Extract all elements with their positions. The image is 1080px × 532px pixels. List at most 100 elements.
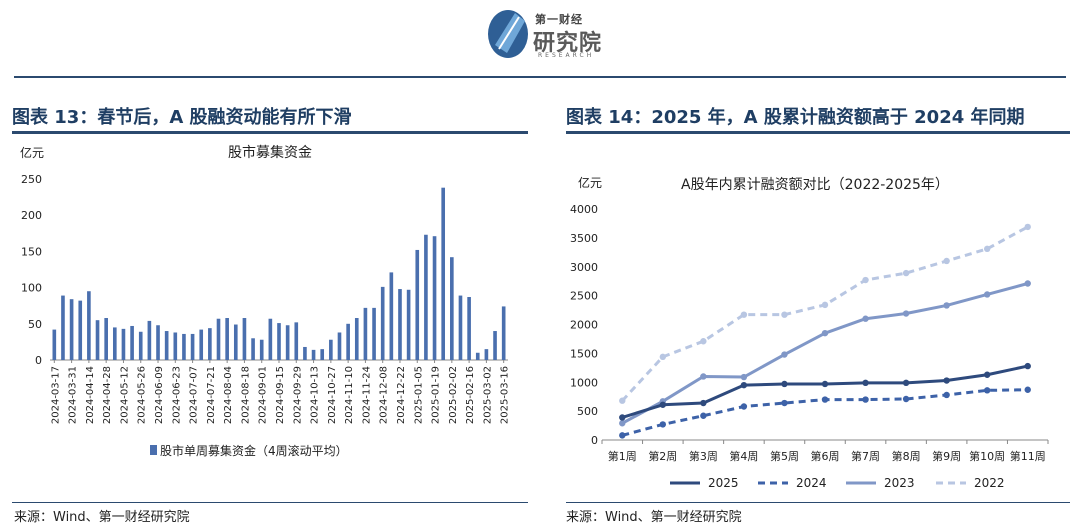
y-tick-label: 1000 (570, 376, 598, 389)
bar-2024-05-12 (121, 328, 126, 360)
right-source: 来源：Wind、第一财经研究院 (566, 510, 742, 525)
left-source-rule (12, 502, 528, 503)
point-2024-第6周 (821, 396, 829, 403)
point-2024-第4周 (740, 403, 748, 410)
bar-2024-05-26 (138, 331, 143, 360)
x-tick-label: 2024-04-14 (85, 366, 96, 424)
legend-label-2025: 2025 (708, 476, 739, 490)
bar-2025-03-16 (501, 306, 506, 360)
x-tick-label: 第9周 (932, 449, 961, 463)
y-tick-label: 0 (591, 434, 598, 447)
point-2023-第7周 (862, 315, 869, 322)
x-tick-label: 第5周 (770, 449, 799, 463)
point-2022-第5周 (781, 311, 788, 318)
y-tick-label: 50 (28, 318, 42, 331)
x-tick-label: 第6周 (811, 449, 840, 463)
y-tick-label: 250 (21, 173, 42, 186)
y-tick-label: 200 (21, 209, 42, 222)
x-tick-label: 2024-04-28 (102, 366, 113, 424)
x-tick-label: 2024-10-27 (327, 366, 338, 424)
x-tick-label: 第10周 (969, 449, 1005, 463)
y-tick-label: 100 (21, 282, 42, 295)
y-axis-unit: 亿元 (578, 175, 602, 190)
x-tick-label: 2025-03-16 (500, 366, 511, 424)
bar-2024-06-09 (156, 325, 160, 360)
bar-2024-08-25 (251, 338, 255, 360)
point-2024-第5周 (781, 399, 788, 407)
x-tick-label: 2024-09-01 (258, 366, 269, 424)
point-2025-第3周 (700, 399, 707, 407)
y-tick-label: 2000 (570, 319, 598, 332)
y-axis-unit: 亿元 (20, 145, 44, 160)
bar-2025-02-23 (475, 352, 480, 360)
bar-2024-12-29 (406, 289, 411, 360)
bar-2024-11-24 (363, 307, 368, 360)
x-tick-label: 2024-12-08 (379, 366, 390, 424)
x-tick-label: 第11周 (1010, 449, 1046, 463)
bar-2024-06-30 (182, 333, 186, 360)
x-tick-label: 2024-05-26 (137, 366, 148, 424)
x-tick-label: 2024-08-04 (223, 366, 234, 424)
bar-2024-05-19 (130, 325, 134, 360)
x-tick-label: 2025-02-02 (448, 366, 459, 424)
bar-2024-11-03 (337, 332, 342, 360)
bar-2024-10-06 (303, 346, 307, 360)
bar-2025-01-26 (441, 187, 446, 360)
x-tick-label: 2025-02-16 (465, 366, 476, 424)
bar-2024-04-07 (78, 300, 83, 360)
right-source-rule (566, 502, 1070, 503)
point-2023-第5周 (781, 351, 788, 358)
left-title-rule (12, 131, 528, 134)
x-tick-label: 第2周 (648, 449, 677, 463)
bar-2024-07-21 (208, 328, 212, 360)
y-tick-label: 500 (577, 405, 598, 418)
logo-text-en: RESEARCH (538, 52, 595, 59)
point-2022-第10周 (983, 245, 991, 253)
bar-2025-03-02 (484, 349, 489, 360)
bar-chart-fundraising: 亿元 股市募集资金 0 50 100 150 200 250 2024-03-17 2024-03… (20, 144, 511, 458)
legend-label-bar: 股市单周募集资金（4周滚动平均） (160, 443, 348, 458)
x-tick-label: 2024-03-31 (68, 366, 79, 424)
bar-2024-08-18 (242, 318, 247, 360)
chart-title: 股市募集资金 (228, 144, 312, 161)
point-2025-第9周 (943, 377, 950, 384)
bar-2024-06-02 (147, 320, 152, 360)
bar-2024-11-17 (354, 318, 359, 360)
legend-label-2022: 2022 (974, 476, 1005, 490)
left-source: 来源：Wind、第一财经研究院 (14, 510, 190, 525)
point-2025-第1周 (619, 414, 626, 421)
bar-2024-10-27 (329, 339, 333, 360)
point-2023-第11周 (1024, 280, 1031, 287)
y-tick-label: 3000 (570, 261, 598, 274)
bar-2024-05-05 (112, 327, 117, 360)
x-tick-label: 2024-11-10 (344, 366, 355, 424)
y-tick-label: 3500 (570, 232, 598, 245)
chart-title: A股年内累计融资额对比（2022-2025年） (681, 177, 949, 193)
bar-2024-11-10 (346, 323, 350, 360)
x-tick-label: 2025-03-02 (482, 366, 493, 424)
bar-2024-10-13 (311, 349, 316, 360)
y-tick-label: 0 (35, 354, 42, 367)
right-chart-title: 图表 14：2025 年，A 股累计融资额高于 2024 年同期 (566, 107, 1025, 128)
y-tick-label: 150 (21, 245, 42, 258)
point-2022-第2周 (659, 353, 667, 361)
bar-2025-01-05 (415, 249, 420, 360)
x-tick-label: 第3周 (689, 449, 718, 463)
legend-label-2024: 2024 (796, 476, 827, 490)
bar-2024-09-01 (259, 339, 264, 360)
bar-2025-01-12 (424, 234, 428, 360)
x-tick-label: 2025-01-05 (413, 366, 424, 424)
logo-text-top: 第一财经 (535, 13, 583, 26)
point-2024-第8周 (902, 395, 910, 403)
x-tick-label: 第4周 (729, 449, 758, 463)
bar-2024-09-22 (285, 325, 290, 360)
y-tick-label: 2500 (570, 290, 598, 303)
bar-2025-02-16 (467, 297, 471, 360)
bar-2024-12-15 (389, 272, 394, 360)
point-2024-第7周 (862, 396, 869, 403)
bar-2024-06-23 (173, 332, 178, 360)
bar-2024-04-21 (95, 320, 100, 360)
point-2023-第10周 (983, 291, 991, 298)
x-tick-label: 2025-01-19 (431, 366, 442, 424)
point-2024-第11周 (1024, 386, 1031, 393)
